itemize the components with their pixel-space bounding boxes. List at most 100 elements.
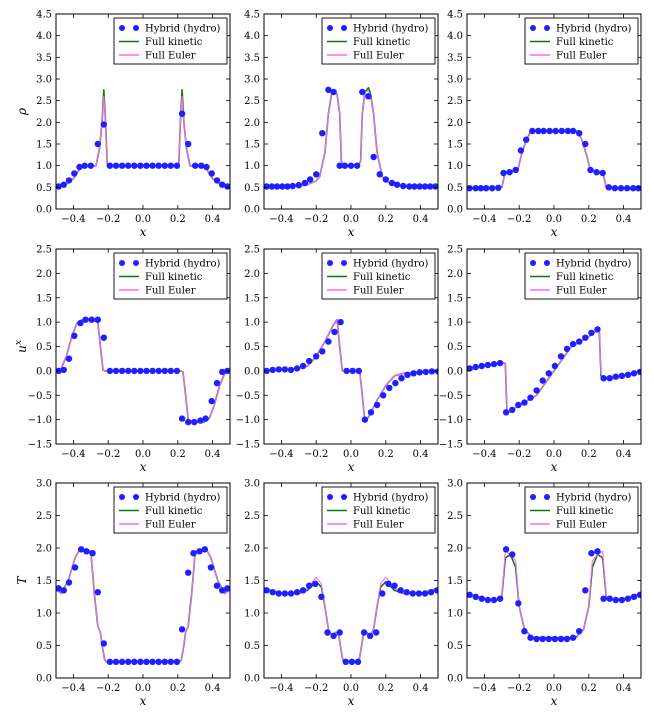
hybrid-point [370,153,377,161]
subplot-r0-c1: −0.4 −0.2 0.0 0.2 0.4 0.0 0.5 1.0 1.5 2.0 2.5 3.0 3.… [244,10,439,239]
hybrid-point [319,130,326,137]
y-tick-label: 0.5 [36,183,52,194]
series-line-kinetic [56,89,230,189]
hybrid-point [224,585,230,592]
hybrid-point [393,181,401,188]
x-tick-label: −0.4 [61,214,85,225]
hybrid-point [606,595,613,602]
hybrid-point [118,162,126,169]
legend-marker-hybrid [341,494,347,500]
hybrid-point [65,355,73,362]
y-tick-label: −0.5 [28,391,52,402]
hybrid-point [185,569,192,576]
hybrid-point [336,629,343,636]
x-tick-label: 0.0 [546,683,562,694]
hybrid-point [539,377,546,384]
y-tick-label: 2.5 [244,511,260,522]
y-tick-label: 1.0 [447,318,463,329]
hybrid-point [149,658,156,665]
series-line-euler [467,550,641,640]
legend-label: Full Euler [145,51,196,62]
y-tick-label: 1.5 [447,293,463,304]
hybrid-point [433,587,438,594]
hybrid-point [380,392,387,399]
hybrid-point [552,127,559,135]
hybrid-point [527,634,534,641]
hybrid-point [173,162,181,169]
x-tick-label: −0.2 [304,214,328,225]
x-tick-label: −0.4 [61,683,85,694]
hybrid-point [100,334,108,341]
y-tick-label: 3.5 [244,53,260,64]
hybrid-point [403,589,410,596]
hybrid-point [512,166,519,174]
hybrid-point [427,589,435,596]
hybrid-point [161,367,168,375]
legend-marker-hybrid [341,260,347,266]
y-tick-label: −1.0 [28,415,52,426]
y-tick-label: 1.5 [244,576,260,587]
hybrid-point [472,593,479,600]
legend-label: Full kinetic [353,37,411,48]
hybrid-point [279,183,286,190]
hybrid-point [106,658,114,665]
hybrid-point [467,185,473,192]
y-tick-label: 2.5 [244,96,260,107]
legend-label: Full kinetic [556,506,614,517]
hybrid-point [564,127,572,135]
x-tick-label: 0.2 [170,683,186,694]
hybrid-point [509,406,516,414]
x-tick-label: 0.4 [413,449,429,460]
hybrid-point [594,548,601,555]
legend-label: Hybrid (hydro) [353,24,429,35]
hybrid-point [600,595,607,602]
hybrid-point [569,127,577,135]
hybrid-point [65,177,73,184]
hybrid-point [330,88,337,96]
hybrid-point [118,367,126,375]
hybrid-point [517,147,525,154]
y-tick-label: −1.5 [28,440,52,451]
hybrid-point [582,587,589,594]
hybrid-point [382,176,389,183]
legend-label: Hybrid (hydro) [145,259,221,270]
legend-marker-hybrid [119,25,125,31]
hybrid-point [630,185,637,192]
hybrid-point [330,632,337,639]
y-tick-label: 1.5 [447,576,463,587]
y-tick-label: 1.5 [447,140,463,151]
hybrid-point [83,548,90,555]
hybrid-point [275,590,282,597]
y-tick-label: 0.5 [36,641,52,652]
hybrid-point [421,183,429,190]
subplot-r2-c2: −0.4 −0.2 0.0 0.2 0.4 0.0 0.5 1.0 1.5 2.0 2.5 3.0 x H… [447,479,642,708]
hybrid-point [612,596,619,604]
legend-marker-hybrid [327,260,333,266]
hybrid-point [551,362,559,370]
hybrid-point [112,162,120,169]
hybrid-point [624,595,632,602]
hybrid-point [588,550,595,557]
hybrid-point [521,628,528,635]
hybrid-point [496,595,504,602]
x-tick-label: 0.2 [170,449,186,460]
y-tick-label: 4.5 [244,10,260,21]
hybrid-point [533,635,540,643]
y-tick-label: 0.5 [244,342,260,353]
legend-label: Hybrid (hydro) [145,24,221,35]
hybrid-point [149,162,156,169]
hybrid-point [143,162,150,169]
hybrid-point [112,658,120,665]
y-tick-label: 4.5 [447,10,463,21]
x-tick-label: 0.2 [581,683,597,694]
y-tick-label: 0.5 [447,641,463,652]
series-line-kinetic [264,86,438,188]
x-tick-label: −0.2 [304,449,328,460]
hybrid-point [515,600,522,607]
y-tick-label: 1.0 [244,161,260,172]
y-tick-label: 0.0 [447,366,463,377]
y-tick-label: −0.5 [439,391,463,402]
hybrid-point [509,551,516,558]
hybrid-point [551,635,559,643]
